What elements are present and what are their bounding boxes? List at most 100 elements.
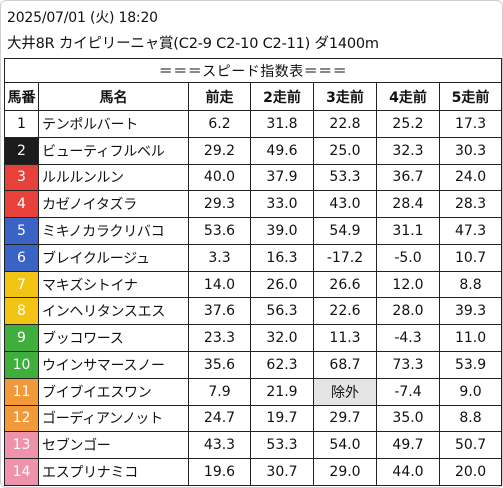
gate-number: 8 <box>4 297 39 326</box>
table-banner-row: ＝＝＝スピード指数表＝＝＝ <box>3 57 503 84</box>
speed-index-value: 33.0 <box>250 190 314 219</box>
speed-index-value: 8.8 <box>438 270 503 299</box>
speed-index-value: 53.6 <box>188 217 251 245</box>
speed-index-value: 3.3 <box>188 243 251 272</box>
speed-index-value: 9.0 <box>438 377 503 406</box>
speed-index-value: 20.0 <box>438 458 503 486</box>
gate-number: 7 <box>4 270 39 299</box>
speed-index-value: 21.9 <box>250 377 314 406</box>
table-row: 11 ブイブイエスワン 7.9 21.9 除外 -7.4 9.0 <box>4 377 503 406</box>
table-row: 1 テンポルバート 6.2 31.8 22.8 25.2 17.3 <box>4 109 503 138</box>
table-row: 3 ルルルンルン 40.0 37.9 53.3 36.7 24.0 <box>4 163 503 192</box>
speed-index-value: 25.0 <box>313 136 377 165</box>
gate-number: 12 <box>4 404 39 433</box>
horse-name: エスプリナミコ <box>38 458 189 486</box>
speed-index-value: 28.3 <box>438 190 503 219</box>
speed-index-value: 8.8 <box>438 404 503 433</box>
table-row: 10 ウインサマースノー 35.6 62.3 68.7 73.3 53.9 <box>4 350 503 379</box>
speed-index-value: 40.0 <box>188 163 251 192</box>
speed-index-value: 24.7 <box>188 404 251 433</box>
speed-index-value: 29.7 <box>313 404 377 433</box>
speed-index-value: 31.8 <box>250 109 314 138</box>
speed-index-value: -4.3 <box>376 324 440 352</box>
speed-index-value: 除外 <box>313 377 377 406</box>
speed-index-value: 43.0 <box>313 190 377 219</box>
speed-index-value: 37.6 <box>188 297 251 326</box>
speed-index-value: 39.0 <box>250 217 314 245</box>
speed-index-value: 49.7 <box>376 431 440 460</box>
gate-number: 9 <box>4 324 39 352</box>
speed-index-value: 39.3 <box>438 297 503 326</box>
speed-index-value: 26.6 <box>313 270 377 299</box>
speed-index-value: 26.0 <box>250 270 314 299</box>
gate-number: 1 <box>4 109 39 138</box>
speed-index-value: 11.3 <box>313 324 377 352</box>
horse-name: ブレイクルージュ <box>38 243 189 272</box>
speed-index-value: 30.3 <box>438 136 503 165</box>
horse-name: ゴーディアンノット <box>38 404 189 433</box>
speed-index-value: 29.0 <box>313 458 377 486</box>
speed-index-value: 22.6 <box>313 297 377 326</box>
speed-index-value: 22.8 <box>313 109 377 138</box>
table-row: 12 ゴーディアンノット 24.7 19.7 29.7 35.0 8.8 <box>4 404 503 433</box>
speed-index-value: 54.0 <box>313 431 377 460</box>
speed-index-value: 12.0 <box>376 270 440 299</box>
gate-number: 5 <box>4 217 39 245</box>
gate-number: 11 <box>4 377 39 406</box>
horse-name: マキズシトイナ <box>38 270 189 299</box>
speed-index-value: 28.4 <box>376 190 440 219</box>
speed-index-value: 56.3 <box>250 297 314 326</box>
column-header-row: 馬番 馬名 前走 2走前 3走前 4走前 5走前 <box>4 82 503 111</box>
gate-number: 2 <box>4 136 39 165</box>
speed-index-value: 37.9 <box>250 163 314 192</box>
table-row: 13 セブンゴー 43.3 53.3 54.0 49.7 50.7 <box>4 431 503 460</box>
table-row: 5 ミキノカラクリバコ 53.6 39.0 54.9 31.1 47.3 <box>4 217 503 245</box>
horse-name: テンポルバート <box>38 109 189 138</box>
gate-number: 13 <box>4 431 39 460</box>
speed-index-value: -17.2 <box>313 243 377 272</box>
table-row: 2 ビューティフルベル 29.2 49.6 25.0 32.3 30.3 <box>4 136 503 165</box>
speed-index-value: -7.4 <box>376 377 440 406</box>
speed-index-value: 29.2 <box>188 136 251 165</box>
speed-index-value: 47.3 <box>438 217 503 245</box>
horse-name: カゼノイタズラ <box>38 190 189 219</box>
speed-index-value: 50.7 <box>438 431 503 460</box>
gate-number: 6 <box>4 243 39 272</box>
speed-index-value: 36.7 <box>376 163 440 192</box>
gate-number: 3 <box>4 163 39 192</box>
table-row: 9 ブッコワース 23.3 32.0 11.3 -4.3 11.0 <box>4 324 503 352</box>
speed-index-value: 17.3 <box>438 109 503 138</box>
col-header-5back: 5走前 <box>438 82 503 111</box>
speed-index-value: 62.3 <box>250 350 314 379</box>
table-row: 6 ブレイクルージュ 3.3 16.3 -17.2 -5.0 10.7 <box>4 243 503 272</box>
horse-name: ビューティフルベル <box>38 136 189 165</box>
speed-index-value: 6.2 <box>188 109 251 138</box>
speed-index-value: 14.0 <box>188 270 251 299</box>
speed-index-value: 24.0 <box>438 163 503 192</box>
horse-name: セブンゴー <box>38 431 189 460</box>
speed-index-value: 44.0 <box>376 458 440 486</box>
horse-name: ブイブイエスワン <box>38 377 189 406</box>
table-row: 14 エスプリナミコ 19.6 30.7 29.0 44.0 20.0 <box>4 458 503 486</box>
speed-index-value: 7.9 <box>188 377 251 406</box>
speed-index-value: 31.1 <box>376 217 440 245</box>
speed-index-value: 29.3 <box>188 190 251 219</box>
speed-index-value: 35.0 <box>376 404 440 433</box>
table-title: ＝＝＝スピード指数表＝＝＝ <box>3 57 503 84</box>
speed-index-value: 30.7 <box>250 458 314 486</box>
horse-name: ルルルンルン <box>38 163 189 192</box>
horse-name: インヘリタンスエス <box>38 297 189 326</box>
race-datetime: 2025/07/01 (火) 18:20 <box>7 10 158 26</box>
speed-index-value: 49.6 <box>250 136 314 165</box>
speed-index-value: 23.3 <box>188 324 251 352</box>
col-header-3back: 3走前 <box>313 82 377 111</box>
speed-index-value: 54.9 <box>313 217 377 245</box>
speed-index-value: -5.0 <box>376 243 440 272</box>
speed-index-value: 53.3 <box>250 431 314 460</box>
speed-index-value: 19.7 <box>250 404 314 433</box>
speed-index-table: ＝＝＝スピード指数表＝＝＝ 馬番 馬名 前走 2走前 3走前 4走前 5走前 1… <box>3 57 503 486</box>
speed-index-value: 25.2 <box>376 109 440 138</box>
speed-index-value: 43.3 <box>188 431 251 460</box>
table-row: 8 インヘリタンスエス 37.6 56.3 22.6 28.0 39.3 <box>4 297 503 326</box>
speed-index-value: 68.7 <box>313 350 377 379</box>
